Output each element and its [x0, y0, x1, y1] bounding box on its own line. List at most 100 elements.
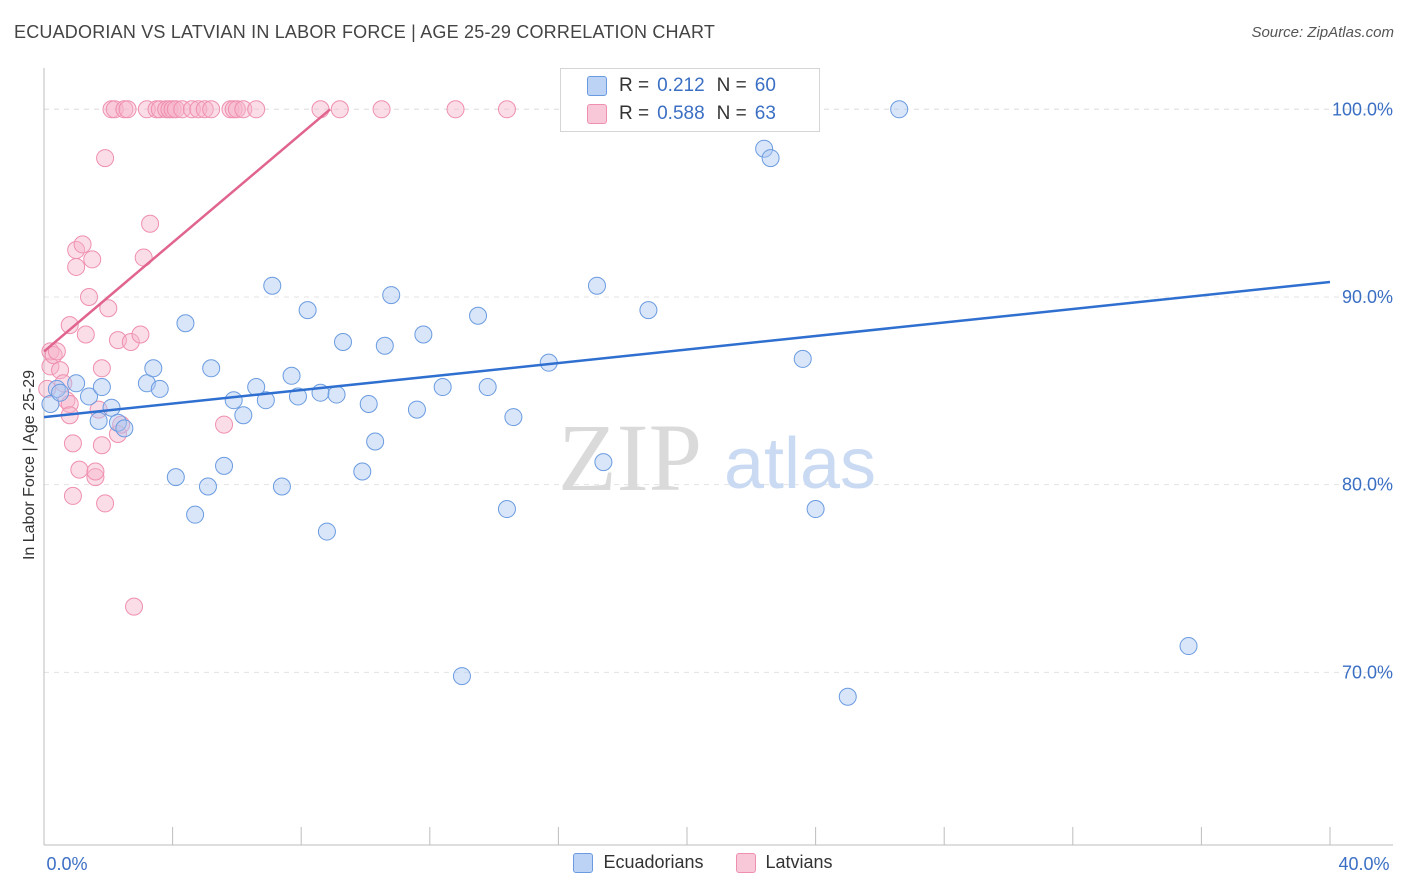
ecuadorian-point-37 [407, 400, 426, 419]
legend-n-ecuadorian: 60 [754, 75, 776, 96]
legend-r-label: R = [619, 75, 650, 96]
ecuadorian-point-57 [890, 100, 909, 119]
watermark: ZIP atlas [558, 404, 876, 511]
legend-swatch-ecuadorian [587, 76, 607, 96]
latvian-point-62 [497, 100, 516, 119]
latvian-point-58 [311, 100, 330, 119]
series-legend-ecuadorians[interactable]: Ecuadorians [573, 852, 704, 873]
ecuadorian-point-58 [1179, 637, 1198, 656]
ecuadorian-point-47 [594, 453, 613, 472]
latvian-point-55 [227, 100, 246, 119]
latvian-point-61 [446, 100, 465, 119]
latvian-point-36 [125, 597, 144, 616]
ecuadorian-point-40 [452, 667, 471, 686]
trend-lines [43, 108, 1331, 419]
ecuadorian-point-56 [838, 687, 857, 706]
latvian-point-16 [73, 235, 92, 254]
latvian-point-27 [99, 299, 118, 318]
legend-r-label: R = [619, 103, 650, 124]
ecuadorian-point-11 [144, 359, 163, 378]
ecuadorian-point-41 [469, 306, 488, 325]
latvian-point-29 [105, 100, 124, 119]
ecuadorian-point-7 [102, 398, 121, 417]
ecuadorian-point-26 [288, 387, 307, 406]
latvian-point-12 [63, 486, 82, 505]
ecuadorian-point-24 [272, 477, 291, 496]
latvian-trend-line [43, 108, 331, 353]
ecuadorian-point-46 [587, 276, 606, 295]
latvian-point-18 [80, 287, 99, 306]
axes [43, 68, 1393, 846]
x-tick-label-max: 40.0% [1338, 854, 1389, 874]
legend-n-label: N = [716, 103, 747, 124]
latvian-point-51 [202, 100, 221, 119]
gridlines [44, 108, 1393, 673]
ecuadorian-point-39 [433, 378, 452, 397]
ecuadorian-point-42 [478, 378, 497, 397]
latvian-point-9 [60, 316, 79, 335]
latvian-point-14 [67, 257, 86, 276]
ecuadorian-point-30 [327, 385, 346, 404]
series-label-latvians: Latvians [765, 852, 833, 872]
latvian-point-11 [63, 434, 82, 453]
latvian-point-15 [70, 460, 89, 479]
stats-legend: R = 0.212 N = 60 R = 0.588 N = 63 [560, 68, 820, 132]
series-label-ecuadorians: Ecuadorians [603, 852, 704, 872]
ecuadorian-point-54 [793, 349, 812, 368]
series-legend-latvians[interactable]: Latvians [735, 852, 833, 873]
latvian-point-26 [96, 149, 115, 168]
legend-r-latvian: 0.588 [657, 103, 705, 124]
ecuadorian-point-23 [263, 276, 282, 295]
ecuadorian-point-17 [202, 359, 221, 378]
ecuadorian-point-16 [198, 477, 217, 496]
latvian-point-24 [92, 436, 111, 455]
ecuadorian-point-53 [761, 149, 780, 168]
latvian-point-57 [247, 100, 266, 119]
ecuadorian-point-29 [317, 522, 336, 541]
y-tick-labels: 70.0% 80.0% 90.0% 100.0% [1332, 99, 1393, 682]
y-tick-label-70: 70.0% [1342, 662, 1393, 682]
latvian-point-37 [131, 325, 150, 344]
ecuadorian-point-49 [639, 301, 658, 320]
ecuadorian-point-5 [89, 411, 108, 430]
ecuadorian-point-6 [92, 378, 111, 397]
latvian-point-60 [372, 100, 391, 119]
ecuadorian-point-2 [51, 383, 70, 402]
ecuadorian-point-13 [166, 468, 185, 487]
legend-n-latvian: 63 [754, 103, 776, 124]
latvian-point-21 [86, 462, 105, 481]
latvian-point-23 [92, 359, 111, 378]
latvian-point-50 [195, 100, 214, 119]
latvian-point-17 [76, 325, 95, 344]
ecuadorian-point-43 [497, 500, 516, 519]
series-swatch-latvians [735, 852, 756, 873]
ecuadorian-point-9 [115, 419, 134, 438]
y-tick-label-80: 80.0% [1342, 475, 1393, 495]
ecuadorian-point-32 [353, 462, 372, 481]
ecuadorian-point-18 [215, 456, 234, 475]
legend-swatch-latvian [587, 104, 607, 124]
ecuadorian-point-20 [234, 406, 253, 425]
latvian-point-42 [150, 100, 169, 119]
ecuadorian-point-4 [80, 387, 99, 406]
ecuadorian-points [41, 100, 1198, 706]
ecuadorian-trend-line [43, 280, 1331, 419]
latvian-point-4 [47, 342, 66, 361]
latvian-point-46 [166, 100, 185, 119]
latvian-points [38, 100, 516, 616]
ecuadorian-point-19 [224, 391, 243, 410]
latvian-point-49 [189, 100, 208, 119]
y-tick-label-90: 90.0% [1342, 287, 1393, 307]
ecuadorian-point-52 [755, 139, 774, 158]
ecuadorian-point-44 [504, 408, 523, 427]
ecuadorian-point-12 [150, 379, 169, 398]
latvian-point-47 [173, 100, 192, 119]
ecuadorian-point-34 [366, 432, 385, 451]
ecuadorian-point-25 [282, 366, 301, 385]
legend-row-latvian: R = 0.588 N = 63 [587, 101, 776, 127]
latvian-point-39 [137, 100, 156, 119]
ecuadorian-point-35 [375, 336, 394, 355]
chart-title: ECUADORIAN VS LATVIAN IN LABOR FORCE | A… [14, 22, 716, 42]
ecuadorian-point-22 [256, 391, 275, 410]
latvian-point-35 [121, 333, 140, 352]
